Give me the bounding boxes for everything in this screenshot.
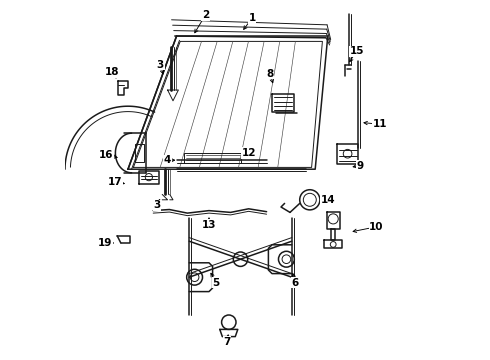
Text: 12: 12 xyxy=(242,148,256,158)
Text: 16: 16 xyxy=(99,150,114,160)
Text: 14: 14 xyxy=(320,195,335,205)
Text: 4: 4 xyxy=(164,155,171,165)
Text: 8: 8 xyxy=(267,69,274,79)
Text: 17: 17 xyxy=(108,177,122,187)
Text: 18: 18 xyxy=(104,67,119,77)
Text: 6: 6 xyxy=(292,278,299,288)
Text: 3: 3 xyxy=(153,200,160,210)
Text: 9: 9 xyxy=(357,161,364,171)
Text: 1: 1 xyxy=(248,13,256,23)
Text: 19: 19 xyxy=(98,238,113,248)
Text: 5: 5 xyxy=(213,278,220,288)
Text: 11: 11 xyxy=(373,119,387,129)
Text: 15: 15 xyxy=(349,46,364,56)
Text: 10: 10 xyxy=(369,222,384,232)
Text: 13: 13 xyxy=(202,220,216,230)
Text: 2: 2 xyxy=(202,10,209,20)
Text: 7: 7 xyxy=(223,337,231,347)
Text: 3: 3 xyxy=(157,60,164,70)
